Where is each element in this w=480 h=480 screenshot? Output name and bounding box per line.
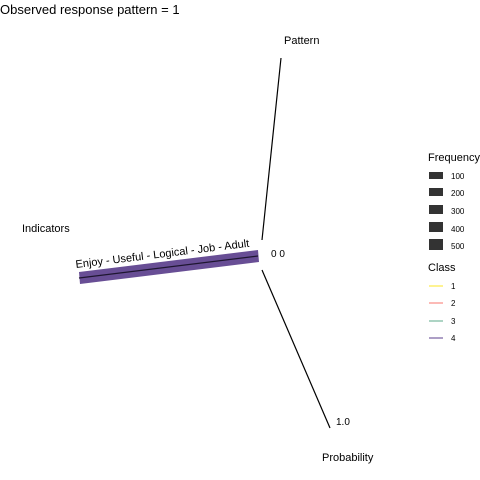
legend-frequency-key-500: [429, 239, 443, 250]
series-line-class-4: [78, 255, 259, 279]
origin-label: 0 0: [271, 249, 285, 260]
pattern-axis: [261, 57, 282, 241]
legend-class-label: 1: [451, 282, 456, 291]
probability-axis: [261, 269, 331, 429]
legend-frequency-label: 300: [451, 207, 465, 216]
legend-class-label: 3: [451, 317, 456, 326]
legend-frequency-key-400: [429, 222, 443, 232]
probability-tick-max: 1.0: [336, 417, 350, 428]
legend-frequency-label: 100: [451, 172, 465, 181]
legend-frequency-key-100: [429, 172, 443, 179]
legend-frequency-label: 200: [451, 189, 465, 198]
legend-class-label: 4: [451, 334, 456, 343]
probability-axis-label: Probability: [322, 452, 374, 464]
legend-frequency-title: Frequency: [428, 152, 480, 164]
chart-title: Observed response pattern = 1: [0, 2, 180, 17]
legend-class-title: Class: [428, 262, 456, 274]
legend-frequency-key-300: [429, 205, 443, 214]
legend-frequency-label: 400: [451, 225, 465, 234]
legend-class-label: 2: [451, 299, 456, 308]
legend-frequency-label: 500: [451, 242, 465, 251]
pattern-axis-label: Pattern: [284, 35, 319, 47]
legend-frequency-key-200: [429, 188, 443, 196]
indicators-axis-label: Indicators: [22, 223, 70, 235]
